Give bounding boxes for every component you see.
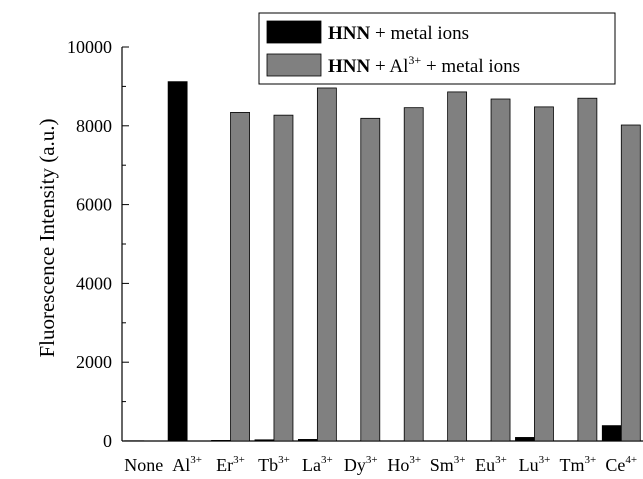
y-axis-ticks: 0 2000 4000 6000 8000 10000: [67, 37, 129, 451]
bar-hnn-metal-la: [297, 439, 318, 442]
x-tick-label: Ce4+: [605, 454, 637, 475]
y-tick-label: 2000: [76, 352, 112, 372]
bar-hnn-al-metal-sm: [447, 91, 468, 442]
axes: [121, 47, 643, 442]
bar-hnn-al-metal-tm: [577, 97, 598, 442]
x-tick-label: Ho3+: [387, 454, 421, 475]
x-tick-label: Al3+: [172, 454, 202, 475]
legend: HNN + metal ions HNN + Al3+ + metal ions: [258, 12, 616, 85]
x-tick-label: Er3+: [216, 454, 245, 475]
y-axis-title: Fluorescence Intensity (a.u.): [35, 118, 59, 357]
y-tick-label: 4000: [76, 273, 112, 293]
legend-label: HNN + Al3+ + metal ions: [328, 53, 520, 77]
bar-hnn-metal-tb: [254, 439, 275, 442]
bar-hnn-al-metal-ce: [620, 124, 641, 442]
bar-hnn-metal-lu: [515, 437, 535, 442]
bar-hnn-al-metal-la: [316, 87, 337, 442]
bar-hnn-al-metal-tb: [273, 114, 294, 442]
y-tick-label: 10000: [67, 37, 112, 57]
x-tick-label: Lu3+: [519, 454, 551, 475]
bar-hnn-al-metal-ho: [403, 107, 424, 442]
x-tick-label: Sm3+: [430, 454, 466, 475]
legend-swatch: [266, 53, 322, 77]
legend-swatch: [266, 20, 322, 44]
bar-hnn-al-metal-lu: [534, 106, 554, 442]
bar-hnn-metal-er: [211, 440, 231, 442]
bars: [124, 81, 641, 442]
x-tick-label: Tm3+: [560, 454, 597, 475]
y-tick-label: 8000: [76, 116, 112, 136]
bar-hnn-al-metal-dy: [360, 117, 381, 442]
x-tick-label: None: [124, 455, 163, 475]
x-tick-label: Tb3+: [258, 454, 290, 475]
y-tick-label: 0: [103, 431, 112, 451]
bar-hnn-al-metal-er: [230, 112, 250, 442]
y-tick-label: 6000: [76, 195, 112, 215]
x-tick-label: Dy3+: [344, 454, 378, 475]
bar-hnn-metal-al: [167, 81, 188, 442]
x-tick-label: La3+: [302, 454, 333, 475]
x-tick-label: Eu3+: [475, 454, 507, 475]
bar-hnn-metal-ce: [601, 425, 622, 442]
bar-hnn-al-metal-eu: [490, 98, 511, 442]
legend-label: HNN + metal ions: [328, 23, 469, 44]
x-axis-category-labels: None Al3+ Er3+ Tb3+ La3+ Dy3+ Ho3+ Sm3+ Eu3+ Lu3+…: [124, 454, 637, 475]
